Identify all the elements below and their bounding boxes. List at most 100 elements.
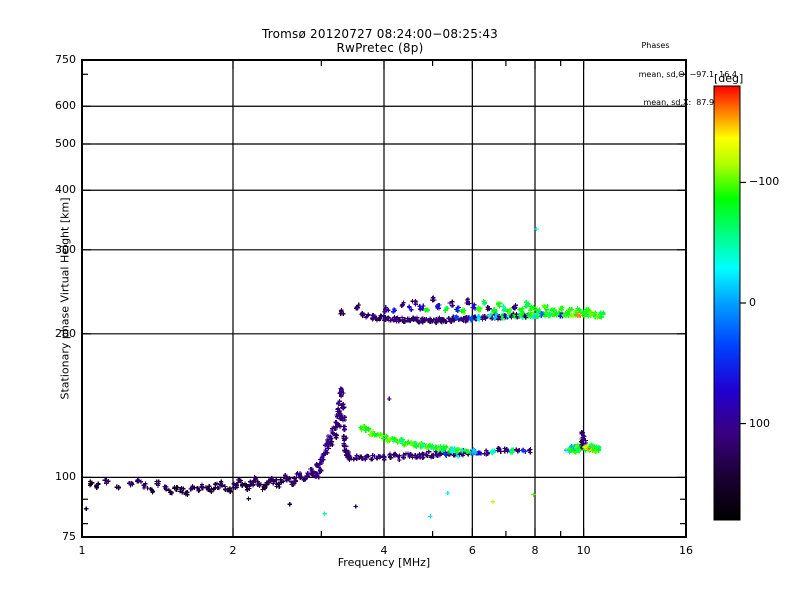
data-point (150, 490, 155, 495)
data-point (483, 315, 488, 321)
data-point (179, 486, 184, 491)
data-point (414, 315, 420, 320)
data-point (426, 449, 432, 454)
data-point (420, 306, 425, 312)
data-point (177, 489, 183, 494)
data-point (485, 451, 490, 457)
data-point (368, 431, 374, 437)
data-point (231, 481, 237, 487)
data-point (336, 401, 342, 407)
data-point (325, 433, 331, 439)
data-point (587, 311, 592, 316)
data-point (361, 312, 367, 317)
y-tick-label-600: 600 (55, 99, 76, 113)
data-point (342, 415, 347, 420)
data-point (156, 479, 161, 484)
data-point (338, 390, 343, 395)
data-point (437, 451, 442, 457)
data-point (366, 312, 371, 317)
phase-statistics-o-mode: mean, sd,O: −97.1, 16.4 (638, 69, 737, 79)
data-point (377, 454, 382, 460)
data-point (472, 447, 477, 453)
data-point (374, 455, 379, 461)
data-point (355, 305, 360, 311)
data-point (464, 297, 470, 303)
data-point (546, 310, 552, 316)
data-point (528, 450, 533, 455)
data-point (446, 316, 452, 321)
data-point (316, 475, 322, 480)
data-point (491, 449, 497, 455)
data-point (514, 312, 519, 317)
y-tick-label-300: 300 (55, 242, 76, 256)
data-point (492, 315, 497, 321)
data-point (448, 319, 454, 325)
data-point (433, 445, 438, 450)
data-point (393, 437, 398, 443)
data-point (596, 447, 601, 452)
data-point (501, 307, 507, 313)
data-point (357, 455, 362, 461)
data-point (244, 487, 250, 493)
colorbar-tick-label-0: 100 (749, 416, 770, 430)
data-point (424, 446, 429, 451)
data-point (189, 486, 195, 491)
data-point (424, 453, 430, 458)
plot-title-secondary: RwPretec (8p) (336, 41, 424, 55)
data-point (496, 446, 502, 451)
data-point (547, 313, 552, 318)
data-point (402, 316, 407, 322)
data-point (445, 306, 450, 311)
data-point (394, 316, 399, 321)
data-point (174, 485, 180, 490)
data-point (382, 307, 388, 312)
data-point (584, 307, 589, 312)
data-point (406, 439, 411, 445)
data-point (334, 435, 339, 440)
data-point (155, 483, 161, 488)
data-point (238, 478, 243, 483)
data-point (408, 451, 413, 457)
data-point (323, 451, 328, 457)
data-point (339, 307, 344, 313)
data-point (174, 487, 179, 493)
x-tick-label-1: 1 (78, 544, 86, 557)
data-point (341, 443, 347, 448)
colorbar-tick-marks (740, 181, 746, 425)
data-point (595, 314, 600, 320)
data-point (510, 449, 515, 455)
data-point (427, 442, 433, 448)
data-point (544, 307, 550, 313)
data-point (227, 487, 232, 492)
data-point (564, 313, 570, 319)
colorbar-gradient (714, 86, 740, 520)
data-point (220, 483, 225, 488)
data-point (264, 481, 269, 487)
data-point (340, 406, 346, 411)
data-point (196, 488, 201, 494)
data-point (337, 399, 342, 404)
data-point (356, 302, 362, 308)
data-point (600, 311, 606, 317)
data-point (598, 310, 604, 316)
data-point (535, 314, 540, 319)
data-point (392, 453, 398, 458)
data-point (407, 304, 412, 309)
data-point (287, 502, 293, 507)
data-point (239, 481, 245, 487)
data-point (435, 316, 441, 322)
data-point (316, 471, 322, 476)
x-tick-label-8: 8 (531, 544, 539, 557)
data-point (397, 453, 402, 458)
data-point (353, 504, 359, 509)
data-point (180, 490, 185, 495)
data-point (260, 487, 265, 492)
data-point (197, 488, 202, 493)
data-point (106, 479, 111, 484)
data-point (339, 386, 344, 392)
y-tick-label-100: 100 (55, 470, 76, 484)
data-point (566, 309, 571, 314)
data-point (515, 449, 520, 454)
data-point (330, 430, 335, 436)
